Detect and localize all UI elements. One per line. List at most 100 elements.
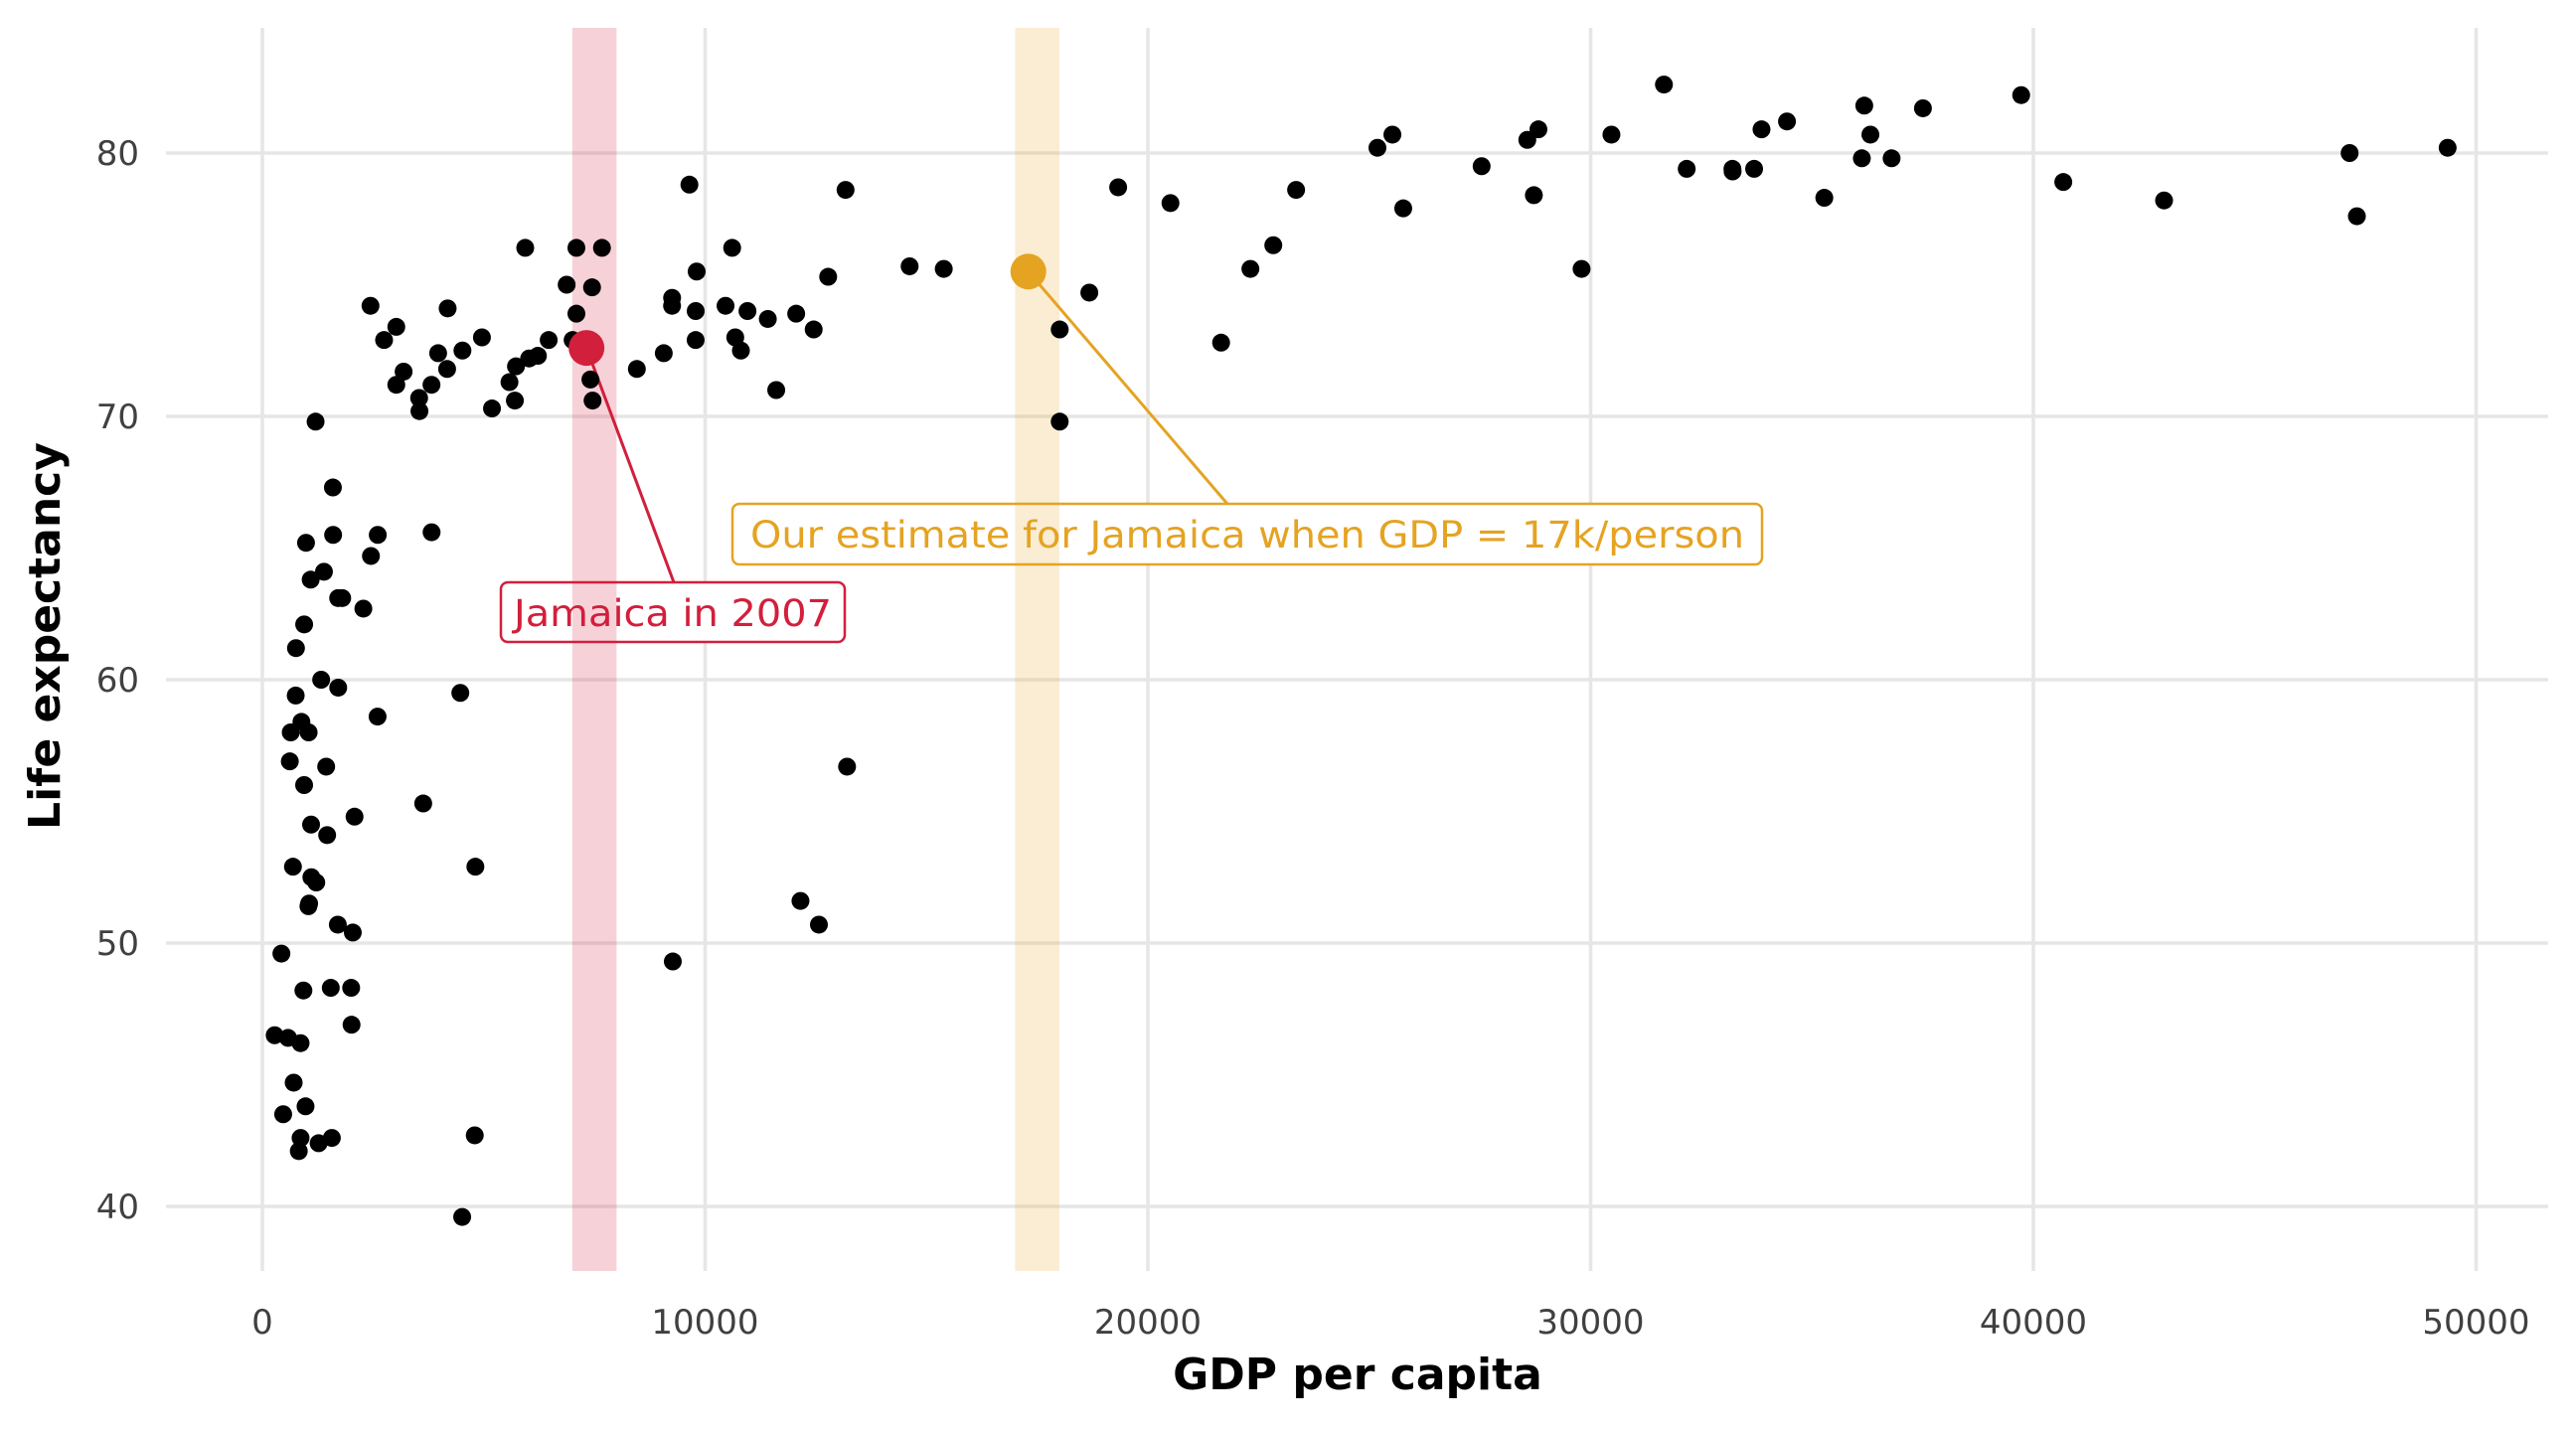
data-point bbox=[2054, 173, 2073, 192]
data-point bbox=[934, 259, 953, 278]
x-axis-ticks: 0 10000 20000 30000 40000 50000 bbox=[251, 1303, 2529, 1343]
data-point bbox=[395, 362, 413, 381]
data-point bbox=[836, 181, 855, 200]
data-point bbox=[428, 344, 447, 363]
data-point bbox=[329, 588, 348, 607]
data-point bbox=[900, 256, 919, 275]
data-point bbox=[323, 478, 342, 497]
data-point bbox=[284, 1073, 303, 1092]
data-point bbox=[540, 331, 559, 350]
y-tick-label: 70 bbox=[96, 398, 139, 437]
data-point bbox=[312, 671, 331, 689]
data-point bbox=[627, 360, 646, 379]
data-point bbox=[583, 392, 602, 410]
data-point bbox=[283, 858, 302, 876]
data-point bbox=[342, 1016, 361, 1034]
data-point bbox=[413, 794, 432, 813]
data-point bbox=[1913, 98, 1932, 117]
data-point bbox=[558, 275, 576, 294]
data-point bbox=[296, 534, 315, 553]
data-point bbox=[272, 944, 291, 963]
data-point bbox=[1383, 125, 1402, 144]
data-point bbox=[296, 1097, 315, 1116]
x-tick-label: 0 bbox=[251, 1303, 273, 1343]
data-point bbox=[723, 238, 741, 257]
highlight-bands-overlay bbox=[571, 28, 1059, 1271]
jamaica-estimate-point bbox=[1010, 253, 1046, 290]
data-point bbox=[1525, 186, 1543, 205]
x-axis-title: GDP per capita bbox=[1173, 1350, 1542, 1400]
data-point bbox=[686, 331, 705, 350]
data-point bbox=[731, 341, 750, 360]
data-point bbox=[500, 373, 519, 392]
data-point bbox=[437, 360, 456, 379]
data-point bbox=[410, 401, 429, 420]
data-point bbox=[453, 341, 472, 360]
data-point bbox=[301, 570, 320, 589]
highlight-points bbox=[568, 253, 1046, 367]
data-point bbox=[345, 807, 364, 826]
data-point bbox=[1287, 181, 1306, 200]
data-point bbox=[566, 304, 585, 323]
data-point bbox=[2012, 85, 2030, 104]
data-point bbox=[507, 357, 526, 376]
grid bbox=[166, 28, 2548, 1271]
data-point bbox=[483, 399, 502, 418]
estimate-label: Our estimate for Jamaica when GDP = 17k/… bbox=[750, 514, 1744, 556]
data-point bbox=[506, 392, 525, 410]
data-point bbox=[1472, 157, 1491, 176]
data-point bbox=[295, 615, 314, 634]
data-point bbox=[1518, 130, 1536, 149]
data-point bbox=[1745, 159, 1764, 178]
data-point bbox=[342, 979, 361, 998]
data-point bbox=[687, 262, 706, 281]
data-point bbox=[520, 349, 539, 368]
data-point bbox=[516, 238, 535, 257]
data-points bbox=[265, 76, 2457, 1226]
data-point bbox=[582, 278, 601, 297]
data-point bbox=[1852, 149, 1871, 168]
data-point bbox=[291, 1034, 310, 1052]
jamaica-label-box bbox=[499, 580, 847, 644]
data-point bbox=[1264, 236, 1283, 254]
data-point bbox=[1368, 138, 1386, 157]
data-point bbox=[767, 381, 786, 399]
x-tick-label: 30000 bbox=[1536, 1303, 1644, 1343]
data-point bbox=[1723, 159, 1742, 178]
data-point bbox=[1778, 112, 1797, 131]
data-point bbox=[738, 302, 757, 320]
estimate-label-box bbox=[730, 502, 1764, 566]
x-tick-label: 40000 bbox=[1980, 1303, 2087, 1343]
data-point bbox=[438, 299, 457, 318]
data-point bbox=[2347, 207, 2366, 226]
data-point bbox=[592, 238, 611, 257]
data-point bbox=[1861, 125, 1880, 144]
data-point bbox=[422, 376, 441, 395]
data-point bbox=[1752, 120, 1771, 139]
data-point bbox=[1109, 178, 1128, 197]
y-axis-title: Life expectancy bbox=[20, 442, 71, 830]
data-point bbox=[294, 981, 313, 1000]
data-point bbox=[663, 288, 682, 307]
data-point bbox=[758, 309, 777, 328]
data-point bbox=[809, 915, 828, 934]
annotations: Our estimate for Jamaica when GDP = 17k/… bbox=[499, 270, 1764, 644]
data-point bbox=[409, 389, 428, 407]
data-point bbox=[687, 302, 706, 320]
data-point bbox=[387, 317, 405, 336]
data-point bbox=[717, 296, 735, 315]
data-point bbox=[472, 328, 491, 347]
jamaica-2007-point bbox=[568, 330, 605, 367]
data-point bbox=[787, 304, 806, 323]
data-point bbox=[2155, 191, 2174, 210]
y-tick-label: 40 bbox=[96, 1188, 139, 1227]
data-point bbox=[295, 776, 314, 794]
data-point bbox=[306, 412, 325, 431]
data-point bbox=[1080, 283, 1099, 302]
data-point bbox=[1882, 149, 1901, 168]
data-point bbox=[1655, 76, 1674, 94]
y-tick-label: 60 bbox=[96, 661, 139, 701]
data-point bbox=[289, 1142, 308, 1161]
data-point bbox=[302, 815, 321, 834]
